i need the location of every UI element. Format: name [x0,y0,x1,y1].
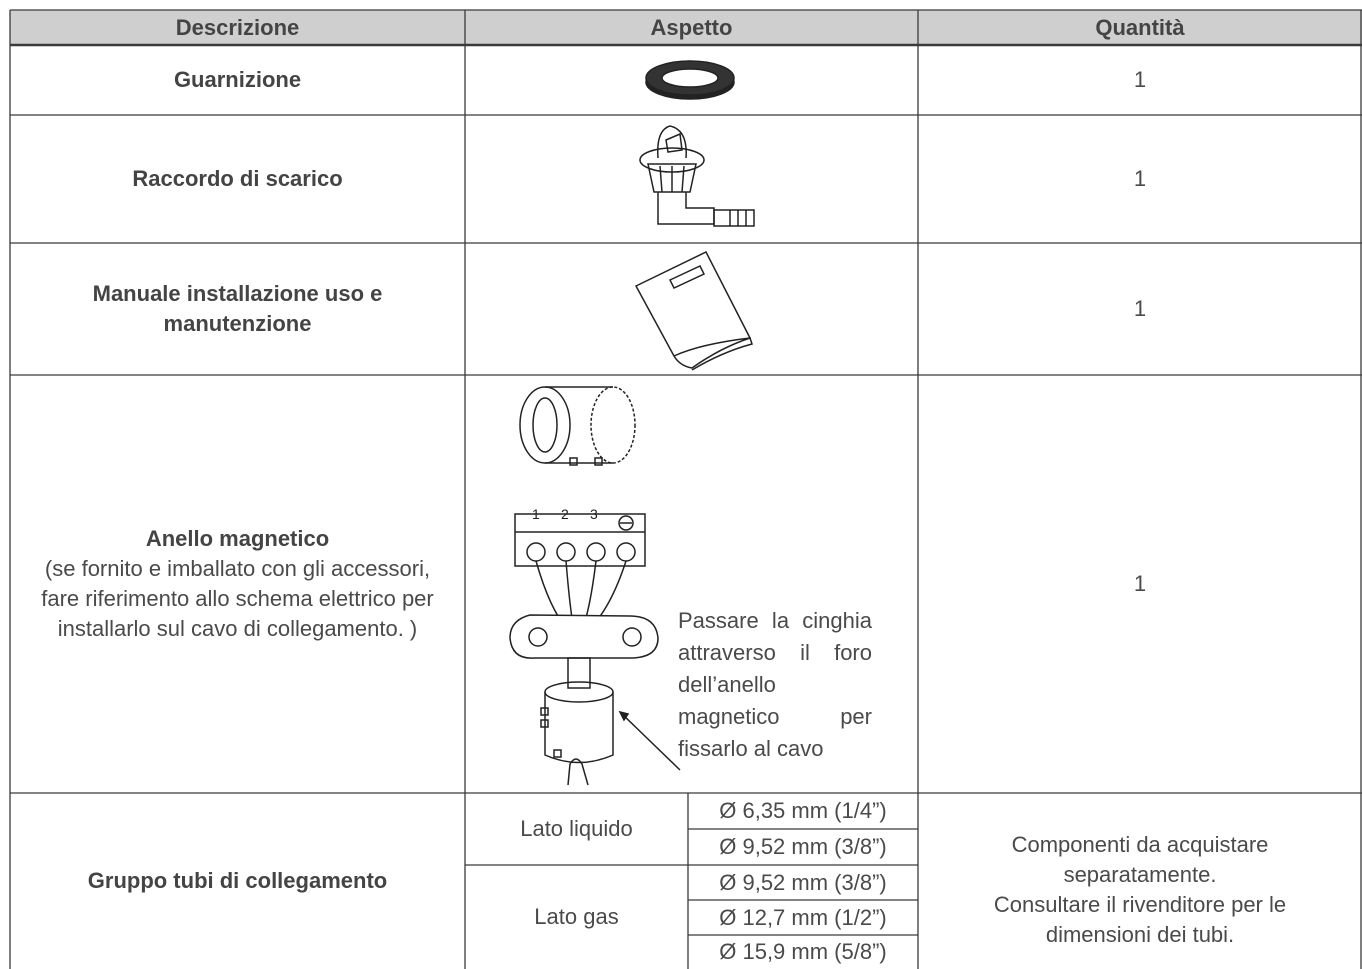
terminal-label: 2 [561,506,569,522]
drain-fitting-icon [639,125,755,227]
quantity-cell: Componenti da acquistare separatamente. … [950,815,1330,965]
quantity: 1 [1133,67,1147,92]
description: Anello magnetico [145,526,330,551]
header-cell: Aspetto [465,10,918,45]
pipe-size-cell: Ø 9,52 mm (3/8”) [688,865,918,900]
terminal-label: 1 [532,506,540,522]
pipe-size: Ø 15,9 mm (5/8”) [719,939,887,964]
quantity-cell: 1 [918,375,1362,793]
pipe-side-cell: Lato gas [465,865,688,969]
gasket-icon [645,60,735,100]
pipe-size: Ø 9,52 mm (3/8”) [719,869,887,895]
aspect-note: Passare la cinghia attraverso il foro de… [678,608,872,761]
terminal-label: 3 [590,506,598,522]
header-text: Quantità [1095,14,1185,40]
pipe-size: Ø 9,52 mm (3/8”) [719,834,887,859]
pipe-size-cell: Ø 9,52 mm (3/8”) [688,829,918,865]
pipe-size: Ø 6,35 mm (1/4”) [719,798,887,823]
description-cell: Gruppo tubi di collegamento [10,793,465,969]
pipe-side-cell: Lato liquido [465,793,688,865]
quantity: 1 [1133,571,1147,596]
quantity: 1 [1133,296,1147,321]
description-cell: Anello magnetico (se fornito e imballato… [30,375,445,793]
quantity-cell: 1 [918,115,1362,243]
pipe-size-cell: Ø 15,9 mm (5/8”) [688,935,918,969]
header-cell: Quantità [918,10,1362,45]
quantity: 1 [1133,166,1147,191]
description-cell: Guarnizione [10,45,465,115]
manual-icon [634,251,753,371]
pipe-size-cell: Ø 6,35 mm (1/4”) [688,793,918,829]
description: Manuale installazione uso e manutenzione [92,281,383,336]
pipe-size: Ø 12,7 mm (1/2”) [719,904,887,930]
description: Raccordo di scarico [132,166,343,191]
header-text: Aspetto [650,14,733,40]
description: Gruppo tubi di collegamento [87,868,388,893]
pipe-side: Lato gas [534,904,619,929]
quantity-line: Consultare il rivenditore per le dimensi… [993,892,1287,947]
magnetic-ring-icon: 1 2 3 [509,386,681,786]
header-cell: Descrizione [10,10,465,45]
pipe-side: Lato liquido [520,816,633,841]
header-text: Descrizione [175,14,300,40]
description: Guarnizione [173,67,302,92]
quantity-cell: 1 [918,45,1362,115]
description-cell: Raccordo di scarico [10,115,465,243]
quantity-line: Componenti da acquistare separatamente. [1011,832,1269,887]
description-note: (se fornito e imballato con gli accessor… [41,556,434,641]
quantity-cell: 1 [918,243,1362,375]
description-cell: Manuale installazione uso e manutenzione [10,243,465,375]
pipe-size-cell: Ø 12,7 mm (1/2”) [688,900,918,935]
